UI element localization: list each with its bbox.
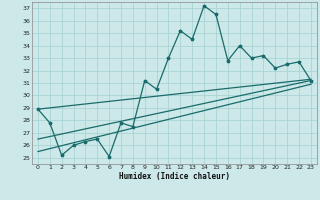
X-axis label: Humidex (Indice chaleur): Humidex (Indice chaleur) <box>119 172 230 181</box>
